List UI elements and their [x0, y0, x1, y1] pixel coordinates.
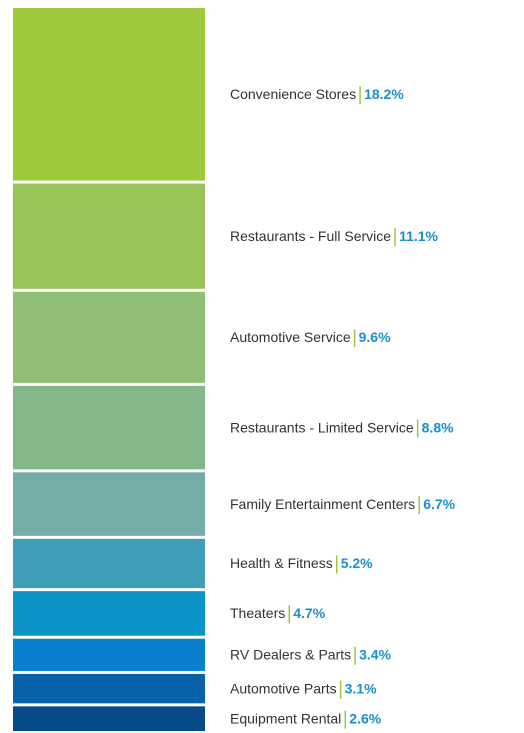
category-label: Automotive Service [230, 329, 351, 345]
value-label: 8.8% [422, 419, 454, 435]
category-label: Health & Fitness [230, 555, 333, 571]
bar-segment [13, 591, 205, 636]
value-label: 4.7% [293, 605, 325, 621]
category-label: Theaters [230, 605, 285, 621]
bar-segment [13, 638, 205, 671]
value-label: 3.1% [345, 680, 377, 696]
bar-segment [13, 385, 205, 470]
category-label: Automotive Parts [230, 680, 337, 696]
bar-segment [13, 706, 205, 731]
category-label: Equipment Rental [230, 710, 341, 726]
bar-segment [13, 538, 205, 589]
category-label: Restaurants - Full Service [230, 228, 391, 244]
bar-segment [13, 291, 205, 383]
value-label: 3.4% [359, 647, 391, 663]
value-label: 11.1% [399, 228, 438, 244]
category-label: RV Dealers & Parts [230, 647, 351, 663]
bar-segment [13, 8, 205, 181]
bar-segment [13, 183, 205, 289]
category-label: Convenience Stores [230, 86, 356, 102]
value-label: 6.7% [423, 496, 455, 512]
value-label: 2.6% [349, 710, 381, 726]
bar-segment [13, 472, 205, 536]
category-label: Family Entertainment Centers [230, 496, 415, 512]
value-label: 9.6% [359, 329, 391, 345]
value-label: 18.2% [364, 86, 404, 102]
category-label: Restaurants - Limited Service [230, 419, 414, 435]
bar-segment [13, 673, 205, 704]
value-label: 5.2% [341, 555, 373, 571]
